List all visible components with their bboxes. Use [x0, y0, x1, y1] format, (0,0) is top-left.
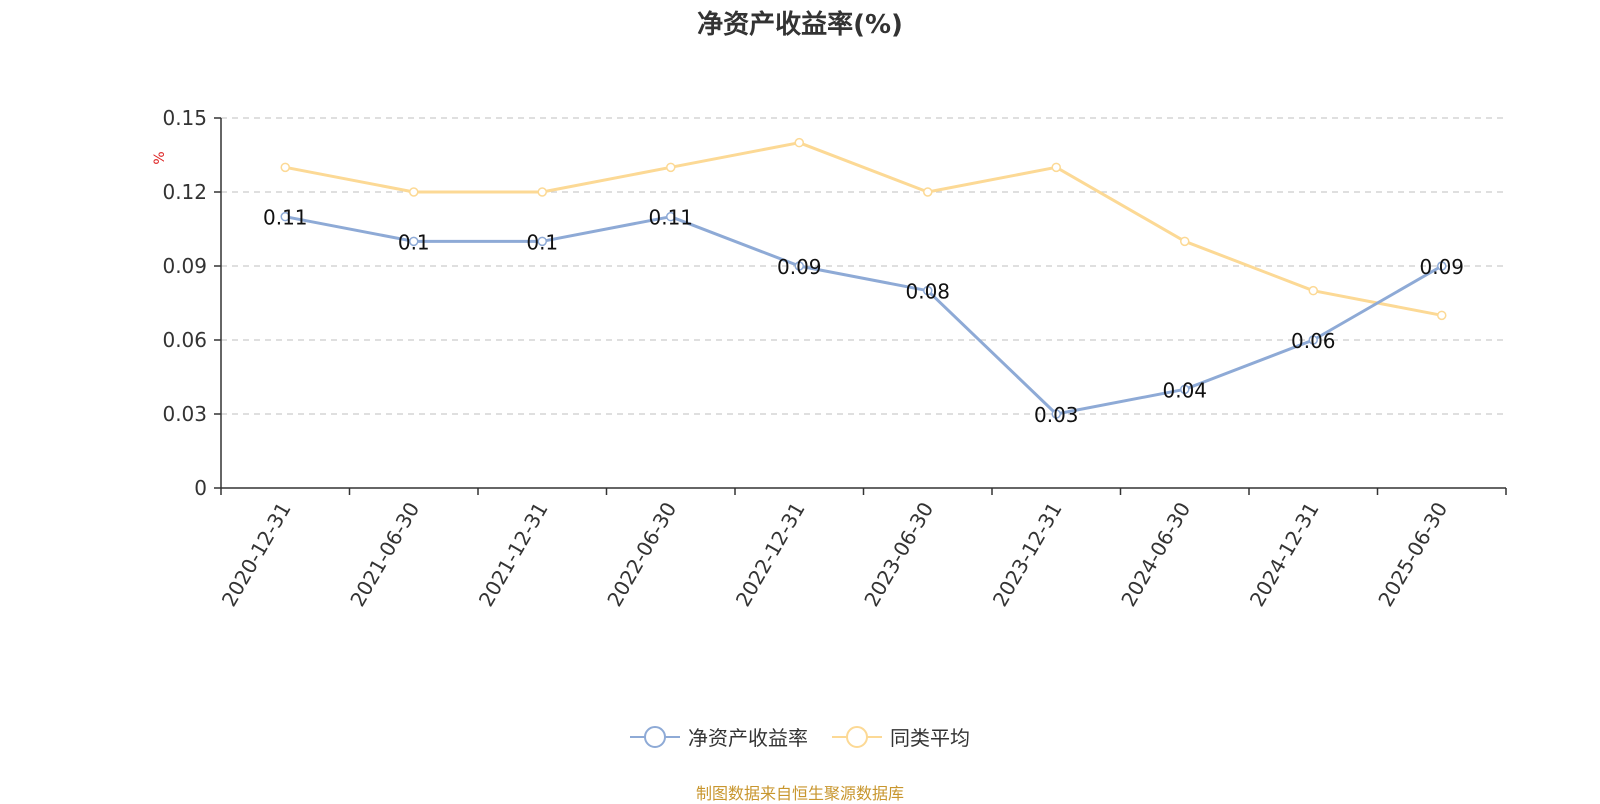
data-label: 0.04 [1162, 378, 1207, 402]
data-label: 0.1 [398, 230, 430, 254]
data-label: 0.03 [1034, 403, 1079, 427]
data-point [1308, 285, 1318, 296]
data-point [1180, 384, 1190, 395]
data-point [794, 137, 804, 148]
data-label: 0.06 [1291, 329, 1336, 353]
legend-label: 同类平均 [890, 726, 970, 750]
x-tick-label: 2021-06-30 [345, 498, 424, 611]
data-label: 0.1 [526, 230, 558, 254]
series-line [284, 141, 1443, 317]
x-tick-label: 2021-12-31 [474, 498, 553, 611]
x-tick-label: 2024-06-30 [1116, 498, 1195, 611]
data-point [1051, 162, 1061, 173]
data-point [280, 162, 290, 173]
data-point [1437, 261, 1447, 271]
x-tick-label: 2022-06-30 [602, 498, 681, 611]
y-tick-label: 0.09 [162, 254, 207, 278]
x-tick-label: 2022-12-31 [731, 498, 810, 611]
data-point [923, 285, 933, 296]
data-point [409, 187, 419, 197]
data-point [1308, 335, 1318, 345]
legend-item-series-2[interactable]: 同类平均 [832, 722, 970, 751]
x-tick-label: 2024-12-31 [1245, 498, 1324, 611]
data-labels: 0.11 0.1 0.1 0.11 0.09 0.08 0.03 0.04 0.06 0.09 [263, 206, 1464, 427]
data-label: 0.11 [263, 206, 308, 230]
grid-lines [221, 117, 1506, 415]
data-point [280, 211, 290, 222]
y-tick-label: 0 [194, 476, 207, 500]
legend-label: 净资产收益率 [688, 726, 808, 750]
legend-marker-icon [630, 725, 680, 749]
x-tick-label: 2023-12-31 [988, 498, 1067, 611]
legend: 净资产收益率 同类平均 [0, 722, 1600, 751]
data-label: 0.09 [777, 255, 822, 279]
series [280, 137, 1447, 419]
data-point [537, 187, 547, 197]
y-tick-label: 0.03 [162, 402, 207, 426]
data-point [794, 261, 804, 271]
y-tick-label: 0.15 [162, 106, 207, 130]
series-line [284, 215, 1443, 416]
x-tick-label: 2023-06-30 [859, 498, 938, 611]
y-tick-label: 0.12 [162, 180, 207, 204]
chart-title: 净资产收益率(%) [697, 10, 903, 40]
data-point [537, 236, 547, 247]
data-point [1051, 409, 1061, 419]
y-tick-label: 0.06 [162, 328, 207, 352]
data-label: 0.08 [905, 280, 950, 304]
x-tick-label: 2025-06-30 [1373, 498, 1452, 611]
data-point [1180, 236, 1190, 247]
legend-marker-icon [832, 725, 882, 749]
data-point [1437, 310, 1447, 321]
source-note: 制图数据来自恒生聚源数据库 [695, 784, 904, 803]
x-tick-label: 2020-12-31 [217, 498, 296, 611]
data-label: 0.09 [1419, 255, 1464, 279]
legend-item-series-1[interactable]: 净资产收益率 [630, 722, 808, 751]
data-point [666, 162, 676, 173]
data-point [923, 187, 933, 197]
data-label: 0.11 [648, 206, 693, 230]
y-axis-label: % [152, 151, 168, 164]
data-point [409, 236, 419, 247]
data-point [666, 211, 676, 222]
